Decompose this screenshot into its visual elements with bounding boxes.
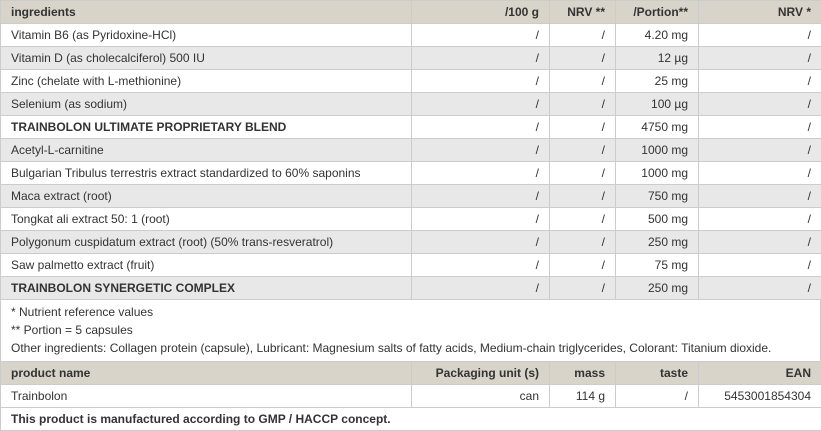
ingredient-portion: 250 mg: [616, 277, 699, 300]
column-header: taste: [616, 362, 699, 385]
ingredient-per100: /: [412, 208, 550, 231]
ingredient-name: Polygonum cuspidatum extract (root) (50%…: [1, 231, 412, 254]
ingredient-per100: /: [412, 47, 550, 70]
ingredient-nrv2: /: [550, 208, 616, 231]
gmp-note: This product is manufactured according t…: [1, 408, 821, 431]
ingredient-per100: /: [412, 116, 550, 139]
ingredient-portion: 75 mg: [616, 254, 699, 277]
ingredient-portion: 1000 mg: [616, 162, 699, 185]
ingredient-nrv2: /: [550, 231, 616, 254]
footer-row: This product is manufactured according t…: [1, 408, 821, 431]
ingredient-nrv: /: [699, 93, 821, 116]
note-line: Other ingredients: Collagen protein (cap…: [11, 339, 810, 357]
ingredient-portion: 250 mg: [616, 231, 699, 254]
ingredient-nrv: /: [699, 139, 821, 162]
notes: * Nutrient reference values** Portion = …: [0, 300, 821, 361]
ingredient-nrv: /: [699, 277, 821, 300]
product-cell: can: [412, 385, 550, 408]
product-cell: 114 g: [550, 385, 616, 408]
ingredient-row: Tongkat ali extract 50: 1 (root)//500 mg…: [1, 208, 821, 231]
ingredient-per100: /: [412, 139, 550, 162]
ingredient-nrv: /: [699, 254, 821, 277]
ingredient-name: Zinc (chelate with L-methionine): [1, 70, 412, 93]
ingredient-portion: 12 µg: [616, 47, 699, 70]
ingredient-nrv2: /: [550, 254, 616, 277]
column-header: /Portion**: [616, 1, 699, 24]
ingredient-nrv: /: [699, 47, 821, 70]
ingredient-row: Polygonum cuspidatum extract (root) (50%…: [1, 231, 821, 254]
column-header: /100 g: [412, 1, 550, 24]
ingredient-per100: /: [412, 254, 550, 277]
ingredient-name: TRAINBOLON ULTIMATE PROPRIETARY BLEND: [1, 116, 412, 139]
ingredient-row: Vitamin D (as cholecalciferol) 500 IU//1…: [1, 47, 821, 70]
ingredient-nrv2: /: [550, 277, 616, 300]
column-header: Packaging unit (s): [412, 362, 550, 385]
ingredient-name: Vitamin D (as cholecalciferol) 500 IU: [1, 47, 412, 70]
ingredient-portion: 4750 mg: [616, 116, 699, 139]
ingredient-name: Maca extract (root): [1, 185, 412, 208]
column-header: mass: [550, 362, 616, 385]
ingredient-per100: /: [412, 185, 550, 208]
product-cell: Trainbolon: [1, 385, 412, 408]
ingredient-name: Vitamin B6 (as Pyridoxine-HCl): [1, 24, 412, 47]
ingredient-row: Vitamin B6 (as Pyridoxine-HCl)//4.20 mg/: [1, 24, 821, 47]
ingredient-name: Acetyl-L-carnitine: [1, 139, 412, 162]
ingredient-row: Saw palmetto extract (fruit)//75 mg/: [1, 254, 821, 277]
ingredient-nrv: /: [699, 208, 821, 231]
ingredient-portion: 25 mg: [616, 70, 699, 93]
note-line: ** Portion = 5 capsules: [11, 321, 810, 339]
ingredient-per100: /: [412, 162, 550, 185]
ingredient-nrv2: /: [550, 185, 616, 208]
ingredient-row: Acetyl-L-carnitine//1000 mg/: [1, 139, 821, 162]
ingredient-nrv2: /: [550, 93, 616, 116]
column-header: NRV *: [699, 1, 821, 24]
ingredient-portion: 4.20 mg: [616, 24, 699, 47]
ingredient-nrv: /: [699, 185, 821, 208]
product-cell: 5453001854304: [699, 385, 821, 408]
ingredient-nrv2: /: [550, 139, 616, 162]
ingredient-nrv2: /: [550, 116, 616, 139]
ingredient-name: Saw palmetto extract (fruit): [1, 254, 412, 277]
ingredient-portion: 500 mg: [616, 208, 699, 231]
column-header: ingredients: [1, 1, 412, 24]
ingredient-name: TRAINBOLON SYNERGETIC COMPLEX: [1, 277, 412, 300]
ingredient-row: Zinc (chelate with L-methionine)//25 mg/: [1, 70, 821, 93]
ingredient-row: TRAINBOLON ULTIMATE PROPRIETARY BLEND//4…: [1, 116, 821, 139]
ingredient-nrv2: /: [550, 70, 616, 93]
ingredient-row: Bulgarian Tribulus terrestris extract st…: [1, 162, 821, 185]
ingredient-nrv2: /: [550, 24, 616, 47]
ingredient-nrv: /: [699, 24, 821, 47]
ingredient-per100: /: [412, 24, 550, 47]
ingredient-row: TRAINBOLON SYNERGETIC COMPLEX//250 mg/: [1, 277, 821, 300]
note-line: * Nutrient reference values: [11, 303, 810, 321]
ingredient-portion: 750 mg: [616, 185, 699, 208]
product-cell: /: [616, 385, 699, 408]
ingredient-name: Bulgarian Tribulus terrestris extract st…: [1, 162, 412, 185]
column-header: product name: [1, 362, 412, 385]
ingredient-nrv2: /: [550, 162, 616, 185]
ingredient-per100: /: [412, 93, 550, 116]
ingredient-per100: /: [412, 231, 550, 254]
column-header: NRV **: [550, 1, 616, 24]
ingredient-nrv: /: [699, 70, 821, 93]
ingredient-name: Selenium (as sodium): [1, 93, 412, 116]
column-header: EAN: [699, 362, 821, 385]
ingredient-per100: /: [412, 277, 550, 300]
ingredient-portion: 1000 mg: [616, 139, 699, 162]
ingredient-per100: /: [412, 70, 550, 93]
ingredient-name: Tongkat ali extract 50: 1 (root): [1, 208, 412, 231]
ingredient-nrv2: /: [550, 47, 616, 70]
ingredient-row: Maca extract (root)//750 mg/: [1, 185, 821, 208]
ingredient-nrv: /: [699, 162, 821, 185]
ingredient-row: Selenium (as sodium)//100 µg/: [1, 93, 821, 116]
ingredient-portion: 100 µg: [616, 93, 699, 116]
ingredient-nrv: /: [699, 231, 821, 254]
ingredient-nrv: /: [699, 116, 821, 139]
